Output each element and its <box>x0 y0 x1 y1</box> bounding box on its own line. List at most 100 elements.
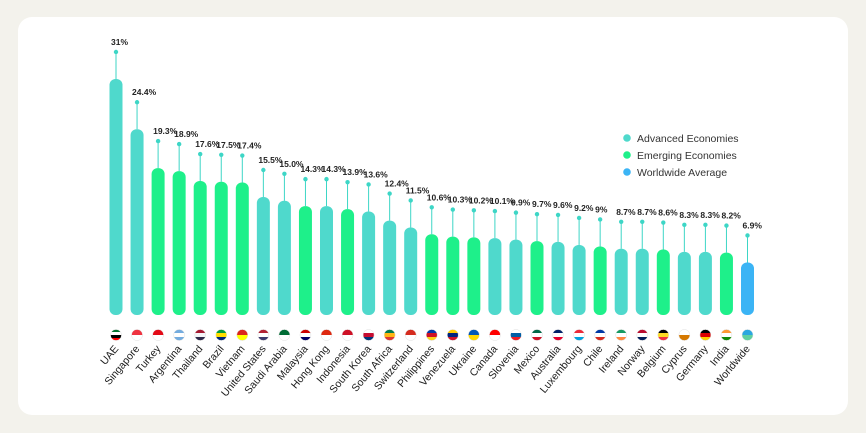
stem-dot-united-states <box>261 167 266 173</box>
value-label-ukraine: 10.2% <box>469 195 494 205</box>
stem-dot-ireland <box>619 219 624 224</box>
norway-flag-icon <box>636 329 648 341</box>
value-label-luxembourg: 9.2% <box>574 203 594 213</box>
bar-ireland <box>614 248 628 315</box>
thailand-flag-icon <box>194 329 206 341</box>
value-label-switzerland: 11.5% <box>406 185 430 195</box>
legend-label-emerging: Emerging Economies <box>637 150 737 162</box>
value-label-vietnam: 17.4% <box>237 141 262 151</box>
bar-brazil <box>214 181 228 315</box>
brazil-flag-icon <box>215 329 227 341</box>
canada-flag-icon <box>489 329 501 341</box>
bar-united-states <box>256 197 270 315</box>
legend-item-advanced: Advanced Economies <box>623 133 739 145</box>
bar-singapore <box>130 129 144 315</box>
stem-dot-venezuela <box>450 207 455 212</box>
luxembourg-flag-icon <box>573 329 585 341</box>
bar-mexico <box>530 241 544 315</box>
stem-dot-brazil <box>219 152 224 157</box>
stem-dot-belgium <box>661 220 666 225</box>
turkey-flag-icon <box>152 329 164 341</box>
philippines-flag-icon <box>426 329 438 341</box>
stem-dot-philippines <box>429 205 434 210</box>
value-label-south-africa: 12.4% <box>385 179 410 189</box>
slovenia-flag-icon <box>510 329 522 341</box>
value-label-cyprus: 8.3% <box>679 210 699 220</box>
stem-dot-worldwide <box>745 233 750 238</box>
uae-flag-icon <box>110 329 122 341</box>
belgium-flag-icon <box>657 329 670 341</box>
bar-south-africa <box>383 220 397 315</box>
value-label-united-states: 15.5% <box>258 155 283 165</box>
switzerland-flag-icon <box>404 329 417 341</box>
bar-luxembourg <box>572 244 586 315</box>
stem-dot-india <box>724 223 729 228</box>
value-label-argentina: 18.9% <box>174 129 199 139</box>
bar-germany <box>698 251 712 315</box>
ukraine-flag-icon <box>468 329 480 341</box>
legend-swatch-worldwide <box>623 168 631 176</box>
india-flag-icon <box>720 329 733 341</box>
stem-dot-norway <box>640 219 645 224</box>
bar-cyprus <box>677 251 691 315</box>
bar-venezuela <box>446 236 460 315</box>
bar-ukraine <box>467 237 481 315</box>
bar-indonesia <box>341 209 355 315</box>
value-label-brazil: 17.5% <box>216 140 241 150</box>
cyprus-flag-icon <box>678 329 691 341</box>
bar-belgium <box>656 249 670 315</box>
legend-swatch-advanced <box>623 134 631 142</box>
value-label-venezuela: 10.3% <box>448 195 473 205</box>
legend-label-advanced: Advanced Economies <box>637 133 739 145</box>
legend-item-worldwide: Worldwide Average <box>623 167 727 179</box>
value-label-turkey: 19.3% <box>153 126 178 136</box>
bar-vietnam <box>235 182 249 315</box>
value-label-uae: 31% <box>111 37 128 47</box>
value-label-australia: 9.6% <box>553 200 573 210</box>
stem-dot-switzerland <box>408 198 413 203</box>
saudi-arabia-flag-icon <box>278 329 291 341</box>
bar-turkey <box>151 168 165 315</box>
value-label-saudi-arabia: 15.0% <box>279 159 304 169</box>
stem-dot-vietnam <box>240 153 245 158</box>
stem-dot-saudi-arabia <box>282 171 287 177</box>
bar-saudi-arabia <box>277 200 291 315</box>
stem-dot-hong-kong <box>324 176 329 182</box>
stem-dot-cyprus <box>682 222 687 228</box>
value-label-chile: 9% <box>595 204 608 214</box>
bar-switzerland <box>404 227 418 315</box>
value-label-slovenia: 9.9% <box>511 198 531 208</box>
flags-group <box>110 329 754 341</box>
australia-flag-icon <box>552 329 564 341</box>
stem-dot-luxembourg <box>576 215 582 221</box>
stems-group <box>113 49 750 263</box>
bar-uae <box>109 79 123 315</box>
value-label-india: 8.2% <box>721 211 741 221</box>
singapore-flag-icon <box>131 329 143 341</box>
legend-label-worldwide: Worldwide Average <box>637 167 727 179</box>
bar-malaysia <box>298 206 312 315</box>
stem-dot-slovenia <box>513 210 519 215</box>
bar-thailand <box>193 181 207 315</box>
value-label-thailand: 17.6% <box>195 139 220 149</box>
value-label-worldwide: 6.9% <box>743 220 763 230</box>
bar-argentina <box>172 171 186 315</box>
stem-dot-canada <box>492 208 498 214</box>
bar-norway <box>635 248 649 315</box>
value-label-ireland: 8.7% <box>616 207 636 217</box>
germany-flag-icon <box>699 329 712 341</box>
stem-dot-mexico <box>534 211 540 217</box>
stem-dot-indonesia <box>345 179 350 185</box>
stem-dot-south-korea <box>366 182 371 187</box>
south-korea-flag-icon <box>362 329 375 341</box>
value-label-hong-kong: 14.3% <box>322 164 347 174</box>
hong-kong-flag-icon <box>320 329 333 341</box>
bar-canada <box>488 238 502 315</box>
indonesia-flag-icon <box>341 329 354 341</box>
bar-slovenia <box>509 239 523 315</box>
vietnam-flag-icon <box>236 329 249 341</box>
value-label-singapore: 24.4% <box>132 87 157 97</box>
stem-dot-malaysia <box>303 176 308 182</box>
stem-dot-singapore <box>134 100 140 105</box>
